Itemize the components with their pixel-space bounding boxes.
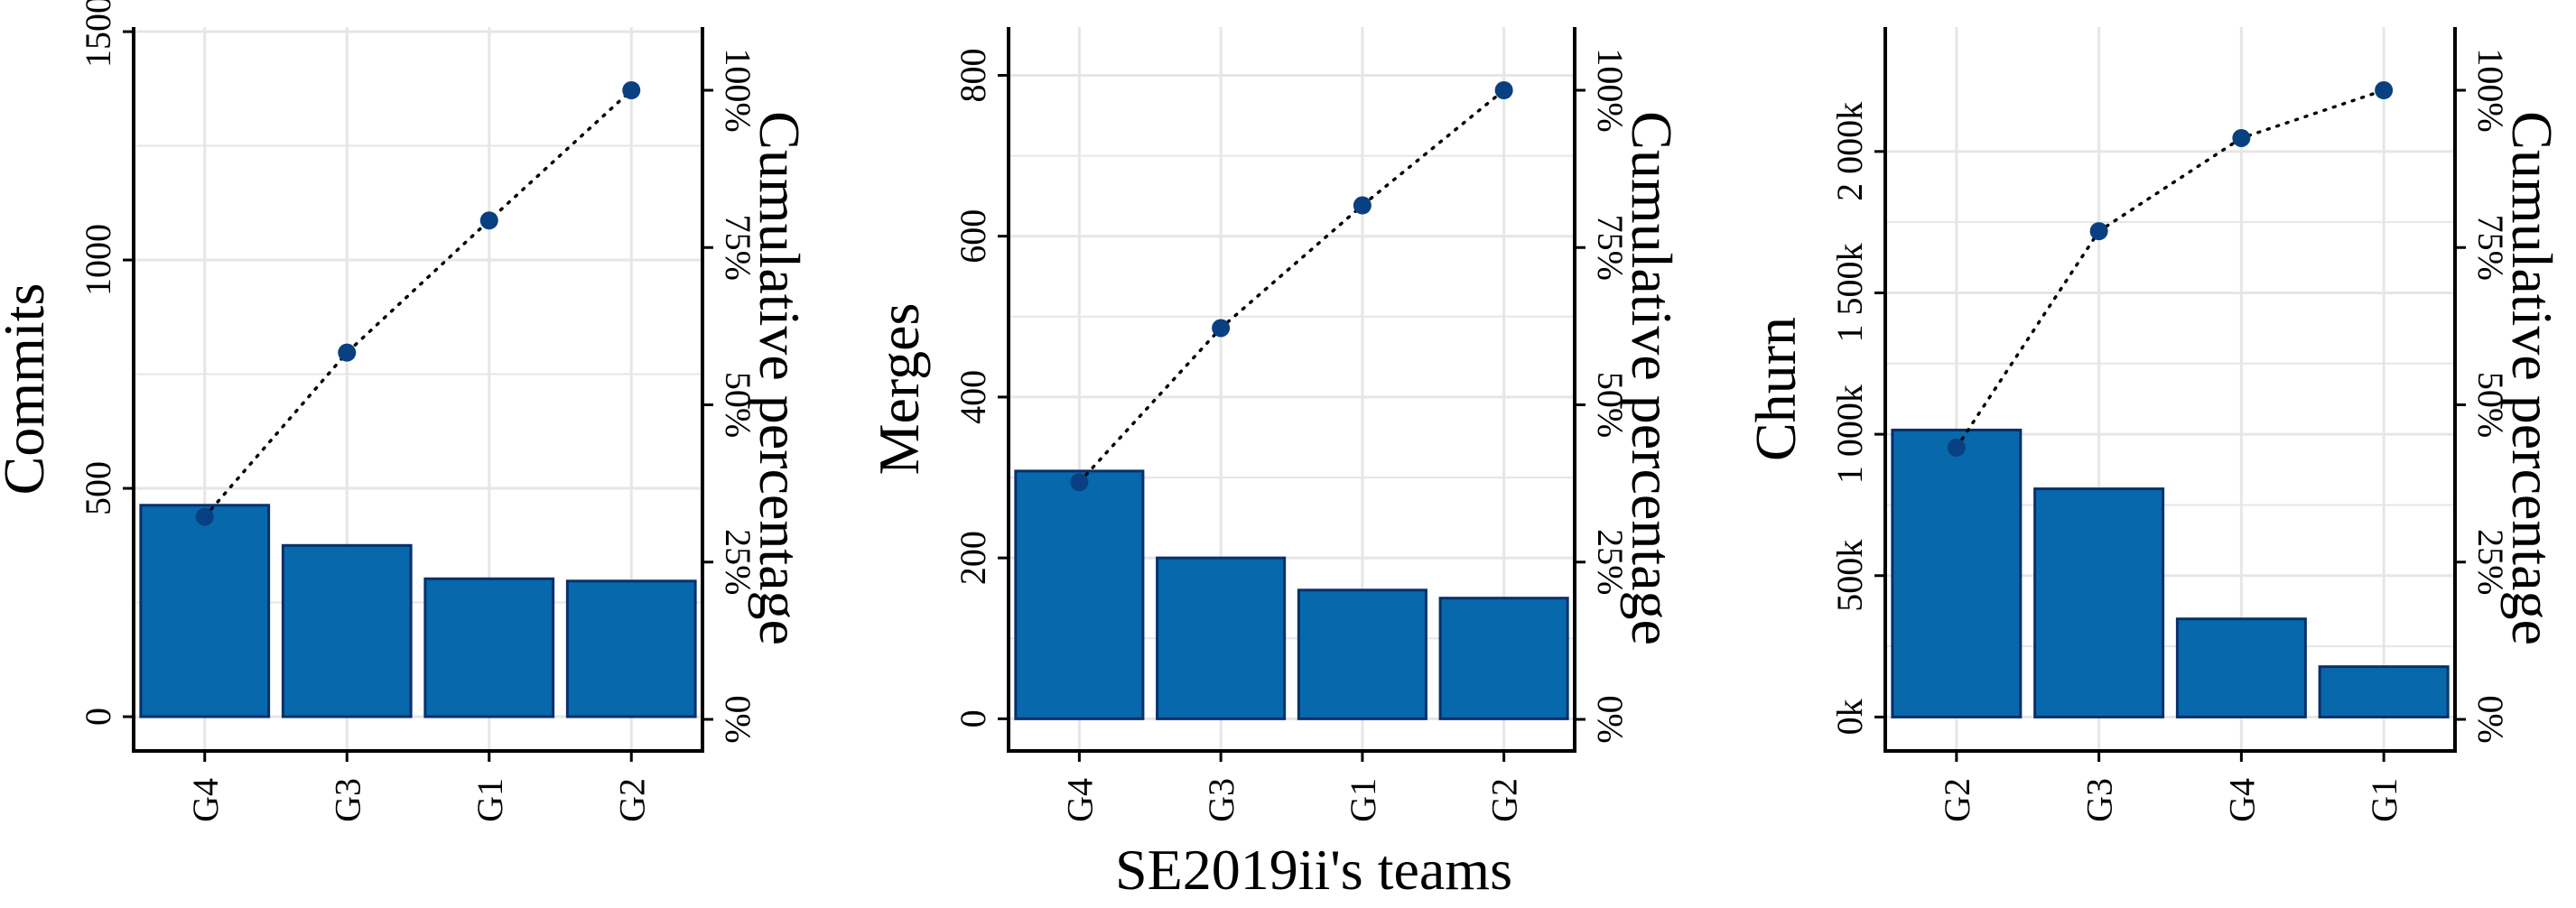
y-axis-title: Merges: [867, 303, 931, 476]
x-tick-label-g3: G3: [327, 778, 367, 822]
y2-tick-label: 50%: [2470, 372, 2511, 438]
y-tick-label: 500: [78, 461, 118, 515]
secondary-y-axis-title: Cumulative percentage: [748, 111, 812, 645]
y2-tick-label: 0%: [718, 695, 758, 743]
y-tick-label: 2 000k: [1829, 102, 1870, 201]
y-tick-label: 400: [953, 370, 993, 424]
y2-tick-label: 100%: [718, 48, 758, 132]
secondary-y-axis-title: Cumulative percentage: [2500, 111, 2564, 645]
y2-tick-label: 25%: [1590, 529, 1631, 595]
y2-tick-label: 75%: [2470, 215, 2511, 281]
y2-tick-label: 75%: [718, 215, 758, 281]
chart-panel-3: 0k 500k 1 000k 1 500k 2 000k 0% 25% 50% 75% 100% G…: [1744, 27, 2564, 822]
x-tick-label-g2: G2: [1484, 778, 1525, 822]
bar-g2: [565, 579, 697, 718]
y-tick-label: 1000: [78, 224, 118, 296]
y-tick-label: 0k: [1829, 699, 1870, 735]
bar-g4: [2175, 617, 2307, 718]
y2-tick-label: 75%: [1590, 215, 1631, 281]
y-tick-label: 200: [953, 531, 993, 585]
bar-g4: [139, 504, 271, 718]
y2-tick-label: 100%: [2470, 48, 2511, 132]
bar-g2: [1438, 597, 1569, 720]
chart-panel-1: 0 500 1000 1500 0% 25% 50% 75% 100% G4 G3 G1 G2 Commi…: [0, 0, 812, 822]
y-tick-label: 500k: [1829, 540, 1870, 612]
cumulative-point-g1: [1353, 196, 1372, 215]
cumulative-line: [1077, 88, 1506, 484]
y2-tick-label: 50%: [718, 372, 758, 438]
bar-g1: [423, 577, 555, 718]
y-tick-label: 1 000k: [1829, 385, 1870, 484]
x-tick-label-g4: G4: [1059, 778, 1100, 822]
y2-tick-label: 0%: [2470, 695, 2511, 743]
cumulative-line: [1955, 88, 2385, 449]
y-tick-label: 0: [953, 709, 993, 727]
cumulative-point-g1: [479, 211, 498, 230]
secondary-y-axis-title: Cumulative percentage: [1620, 111, 1684, 645]
cumulative-point-g4: [2232, 128, 2251, 147]
cumulative-point-g3: [2089, 222, 2108, 241]
x-tick-label-g2: G2: [1937, 778, 1977, 822]
cumulative-point-g3: [338, 343, 357, 362]
y2-tick-label: 50%: [1590, 372, 1631, 438]
x-tick-label-g2: G2: [611, 778, 652, 822]
bar-g4: [1014, 469, 1145, 720]
x-tick-label-g3: G3: [1201, 778, 1242, 822]
cumulative-point-g3: [1212, 319, 1231, 338]
x-tick-label-g4: G4: [185, 778, 226, 822]
y-axis-title: Churn: [1744, 317, 1808, 461]
bar-g1: [1297, 588, 1427, 720]
y-tick-label: 600: [953, 209, 993, 264]
cumulative-point-g2: [622, 81, 641, 99]
cumulative-point-g1: [2375, 81, 2394, 99]
cumulative-point-g4: [1070, 473, 1089, 492]
x-tick-label-g1: G1: [2364, 778, 2404, 822]
chart-panel-2: 0 200 400 600 800 0% 25% 50% 75% 100% G4 G3 G1 G2 Merg…: [867, 27, 1684, 822]
y2-tick-label: 25%: [718, 529, 758, 595]
y-tick-label: 1500: [78, 0, 118, 68]
y-tick-label: 1 500k: [1829, 243, 1870, 342]
x-tick-label-g1: G1: [1343, 778, 1383, 822]
y-tick-label: 0: [78, 708, 118, 726]
x-tick-label-g4: G4: [2221, 778, 2262, 822]
x-tick-label-g3: G3: [2079, 778, 2120, 822]
bar-g1: [2318, 665, 2450, 718]
cumulative-point-g2: [1947, 438, 1966, 457]
x-tick-label-g1: G1: [470, 778, 510, 822]
y2-tick-label: 100%: [1590, 48, 1631, 132]
cumulative-point-g4: [195, 507, 214, 526]
bar-g2: [1891, 428, 2023, 718]
bar-g3: [1156, 556, 1287, 720]
y2-tick-label: 0%: [1590, 695, 1631, 743]
cumulative-line: [203, 88, 633, 519]
bar-g3: [2033, 487, 2165, 718]
y-axis-title: Commits: [0, 283, 56, 496]
y2-tick-label: 25%: [2470, 529, 2511, 595]
chart-panels: 0 500 1000 1500 0% 25% 50% 75% 100% G4 G3 G1 G2 Commi…: [0, 0, 2564, 822]
bar-g3: [281, 543, 413, 718]
cumulative-point-g2: [1494, 81, 1513, 99]
shared-x-axis-title: SE2019ii's teams: [1115, 838, 1512, 902]
y-tick-label: 800: [953, 48, 993, 102]
